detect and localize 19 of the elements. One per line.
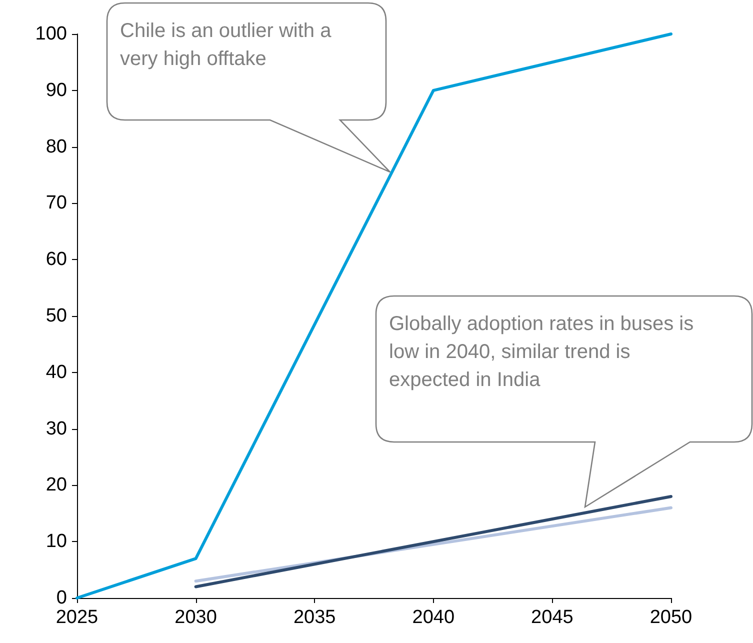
y-tick-label: 40 bbox=[46, 362, 67, 383]
x-tick-label: 2045 bbox=[531, 607, 574, 628]
x-tick-label: 2030 bbox=[174, 607, 217, 628]
x-tick-label: 2025 bbox=[56, 607, 98, 628]
annotation: Chile is an outlier with a very high offtake bbox=[120, 19, 332, 72]
y-tick-label: 50 bbox=[46, 306, 67, 326]
y-tick-label: 30 bbox=[46, 418, 67, 440]
y-tick-label: 70 bbox=[46, 192, 67, 214]
y-tick-label: 80 bbox=[46, 136, 67, 158]
x-tick-label: 2050 bbox=[650, 607, 692, 628]
y-tick-label: 0 bbox=[56, 588, 67, 608]
y-tick-label: 60 bbox=[46, 249, 67, 270]
annotation: Globally adoption rates in buses is low in 2040, similar trend is expected in India bbox=[389, 312, 695, 393]
x-tick-label: 2040 bbox=[412, 607, 455, 628]
y-tick-label: 90 bbox=[46, 80, 67, 101]
x-tick-label: 2035 bbox=[293, 607, 336, 628]
y-tick-label: 20 bbox=[46, 474, 67, 496]
y-tick-label: 100 bbox=[35, 24, 67, 44]
y-tick-label: 10 bbox=[46, 531, 67, 552]
